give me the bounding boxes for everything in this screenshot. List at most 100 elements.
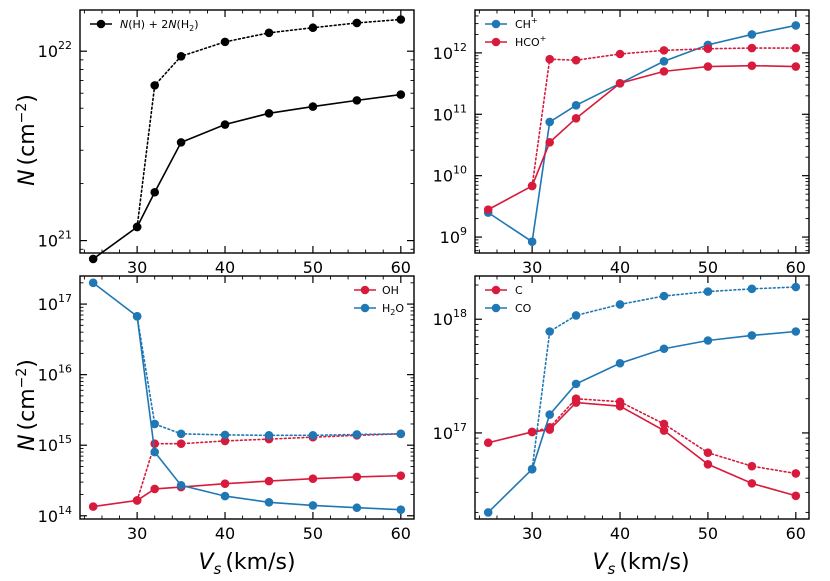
legend-label: H2O bbox=[382, 302, 404, 317]
x-tick-label: 30 bbox=[127, 524, 147, 543]
data-point bbox=[308, 474, 318, 484]
axes-frame bbox=[474, 275, 810, 520]
y-label-exp: −2 bbox=[14, 103, 30, 124]
data-point bbox=[88, 254, 98, 264]
data-point bbox=[176, 481, 186, 490]
legend-label: CH+ bbox=[515, 16, 538, 31]
x-tick-label: 60 bbox=[786, 524, 806, 543]
y-tick-label: 1016 bbox=[38, 363, 72, 385]
data-point bbox=[176, 138, 186, 147]
data-point-dotted bbox=[571, 311, 581, 320]
data-point bbox=[132, 312, 142, 321]
x-label-sub: s bbox=[608, 560, 616, 578]
x-tick-label: 30 bbox=[522, 258, 542, 277]
series-n-h-2n-h2- bbox=[88, 15, 406, 264]
svg-text:N(cm−2): N (cm−2) bbox=[14, 359, 40, 451]
data-point bbox=[571, 101, 581, 110]
axes-frame bbox=[79, 275, 415, 520]
x-tick-label: 40 bbox=[610, 258, 630, 277]
data-point bbox=[659, 344, 669, 354]
x-tick-label: 30 bbox=[522, 524, 542, 543]
series-line-dotted bbox=[531, 47, 797, 187]
y-tick-label: 1017 bbox=[38, 292, 72, 314]
data-point bbox=[659, 426, 669, 435]
legend-label: HCO+ bbox=[515, 34, 546, 49]
data-point-dotted bbox=[176, 439, 186, 449]
x-label-sub: s bbox=[214, 560, 222, 578]
data-point-dotted bbox=[396, 15, 406, 24]
series-hco- bbox=[483, 43, 801, 214]
legend-marker bbox=[96, 19, 106, 29]
data-point-dotted bbox=[150, 419, 160, 429]
data-point bbox=[88, 278, 98, 288]
panel-bottom-right: 30 40 50 60 1017 1018 C CO bbox=[433, 275, 810, 543]
axes-frame bbox=[79, 9, 415, 254]
data-point-dotted bbox=[150, 81, 160, 90]
data-point bbox=[527, 181, 537, 191]
data-point bbox=[220, 491, 230, 501]
x-label-unit: (km/s) bbox=[619, 550, 689, 575]
data-point bbox=[527, 237, 537, 247]
data-point bbox=[545, 137, 555, 147]
legend-marker bbox=[491, 303, 501, 313]
data-point-dotted bbox=[264, 431, 274, 440]
legend: OH H2O bbox=[354, 284, 404, 317]
legend: CH+ HCO+ bbox=[485, 16, 546, 49]
data-point-dotted bbox=[791, 469, 801, 478]
legend-marker bbox=[360, 285, 370, 295]
data-point-dotted bbox=[176, 429, 186, 439]
y-label-unit: (cm bbox=[15, 388, 40, 430]
series-co bbox=[483, 282, 801, 517]
y-tick-label: 1017 bbox=[433, 421, 467, 443]
data-point bbox=[791, 62, 801, 71]
data-point bbox=[747, 61, 757, 70]
data-point bbox=[571, 398, 581, 407]
data-point bbox=[791, 327, 801, 336]
data-point bbox=[308, 102, 318, 111]
data-point bbox=[527, 427, 537, 437]
x-tick-label: 60 bbox=[786, 258, 806, 277]
data-point bbox=[571, 114, 581, 123]
x-label-var: V bbox=[592, 550, 609, 575]
data-point-dotted bbox=[747, 43, 757, 53]
x-tick-label: 50 bbox=[698, 524, 718, 543]
y-label-unit: (cm bbox=[15, 123, 40, 165]
data-point-dotted bbox=[747, 461, 757, 471]
legend-label: OH bbox=[382, 284, 399, 297]
data-point-dotted bbox=[176, 51, 186, 61]
axes-frame bbox=[474, 9, 810, 254]
data-point-dotted bbox=[545, 327, 555, 336]
data-point-dotted bbox=[747, 284, 757, 294]
x-axis-label-left: Vs (km/s) bbox=[198, 550, 295, 578]
x-tick-label: 50 bbox=[303, 258, 323, 277]
data-point bbox=[396, 471, 406, 480]
x-tick-label: 40 bbox=[215, 524, 235, 543]
data-point bbox=[545, 425, 555, 434]
y-tick-label: 1011 bbox=[433, 102, 467, 124]
data-point-dotted bbox=[308, 431, 318, 440]
x-tick-label: 40 bbox=[610, 524, 630, 543]
data-point-dotted bbox=[791, 43, 801, 53]
data-point bbox=[615, 78, 625, 88]
data-point bbox=[747, 331, 757, 340]
data-point-dotted bbox=[264, 28, 274, 38]
legend-label: N(H) + 2N(H2) bbox=[120, 18, 199, 33]
data-point bbox=[88, 502, 98, 511]
data-point bbox=[264, 498, 274, 507]
x-tick-label: 40 bbox=[215, 258, 235, 277]
data-point bbox=[703, 336, 713, 345]
series-line-dotted bbox=[136, 433, 402, 502]
x-tick-label: 30 bbox=[127, 258, 147, 277]
legend: C CO bbox=[485, 284, 532, 315]
data-point-dotted bbox=[396, 429, 406, 439]
y-tick-label: 1010 bbox=[433, 164, 467, 186]
series-line bbox=[487, 24, 796, 244]
data-point bbox=[220, 479, 230, 488]
svg-text:N(cm−2): N (cm−2) bbox=[14, 94, 40, 186]
data-point bbox=[132, 222, 142, 232]
series-c bbox=[483, 394, 801, 501]
data-point bbox=[527, 464, 537, 474]
y-tick-label: 1018 bbox=[433, 307, 467, 329]
data-point-dotted bbox=[545, 54, 555, 64]
